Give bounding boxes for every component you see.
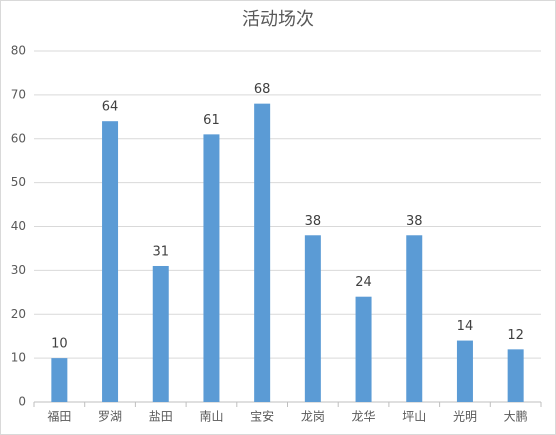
x-tick-label: 龙华 bbox=[352, 410, 376, 424]
x-tick-label: 罗湖 bbox=[98, 409, 122, 424]
bar bbox=[304, 235, 321, 402]
x-tick-label: 坪山 bbox=[402, 410, 426, 424]
data-label: 14 bbox=[457, 319, 474, 334]
bar bbox=[507, 349, 524, 402]
data-label: 61 bbox=[203, 113, 220, 128]
data-label: 38 bbox=[406, 214, 423, 229]
bar bbox=[406, 235, 423, 402]
x-tick-label: 盐田 bbox=[149, 410, 173, 424]
y-tick-label: 20 bbox=[11, 307, 26, 321]
y-tick-label: 10 bbox=[11, 351, 26, 365]
y-tick-label: 30 bbox=[11, 263, 26, 277]
y-tick-label: 50 bbox=[11, 175, 26, 189]
x-tick-label: 福田 bbox=[47, 409, 71, 424]
data-label: 10 bbox=[51, 337, 68, 352]
data-label: 38 bbox=[305, 214, 322, 229]
bar bbox=[203, 134, 220, 403]
data-label: 64 bbox=[102, 100, 119, 115]
y-tick-label: 60 bbox=[11, 131, 26, 145]
data-label: 24 bbox=[355, 275, 372, 290]
y-tick-label: 40 bbox=[11, 219, 26, 233]
data-label: 31 bbox=[152, 244, 169, 259]
x-tick-label: 宝安 bbox=[250, 409, 274, 424]
y-tick-label: 70 bbox=[11, 87, 26, 101]
data-label: 12 bbox=[507, 328, 524, 343]
bar bbox=[254, 103, 271, 403]
bar bbox=[355, 296, 372, 402]
data-label: 68 bbox=[254, 82, 271, 97]
bar bbox=[102, 121, 119, 402]
x-tick-label: 南山 bbox=[199, 409, 223, 424]
bar bbox=[51, 358, 68, 402]
bar bbox=[152, 265, 169, 402]
x-tick-label: 大鹏 bbox=[504, 410, 528, 424]
chart-title: 活动场次 bbox=[242, 9, 314, 30]
x-tick-label: 龙岗 bbox=[301, 410, 325, 424]
y-tick-label: 80 bbox=[11, 44, 26, 58]
x-tick-label: 光明 bbox=[453, 410, 477, 424]
bar bbox=[456, 340, 473, 402]
y-tick-label: 0 bbox=[18, 395, 26, 409]
